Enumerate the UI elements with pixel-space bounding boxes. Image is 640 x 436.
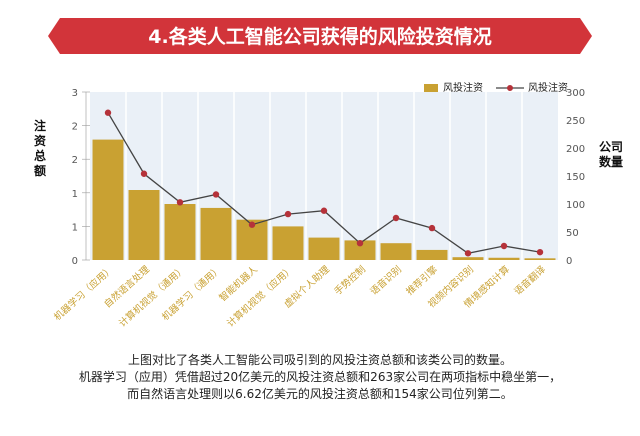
legend-bar-label: 风投注资 <box>443 81 483 94</box>
legend-line-label: 风投注资 <box>528 81 568 94</box>
legend: 风投注资 风投注资 <box>424 81 568 94</box>
left-tick-label: 3 <box>72 88 78 99</box>
line-point <box>500 242 508 250</box>
left-axis-title-char: 注 <box>34 118 46 133</box>
right-axis: 0 50 100 150 200 250 300 <box>566 88 585 267</box>
left-tick-label: 2 <box>72 122 78 133</box>
caption-line-2: 机器学习（应用）凭借超过20亿美元的风投注资总额和263家公司在两项指标中稳坐第… <box>78 370 562 384</box>
right-axis-title: 公司数量 <box>599 140 623 169</box>
caption-line-1: 上图对比了各类人工智能公司吸引到的风投注资总额和该类公司的数量。 <box>127 353 512 367</box>
line-series <box>104 109 544 257</box>
banner-title: 4.各类人工智能公司获得的风险投资情况 <box>148 25 491 48</box>
bar <box>380 243 412 260</box>
line-point <box>212 191 220 198</box>
x-tick-label: 语音翻译 <box>512 263 549 298</box>
line-point <box>392 214 400 222</box>
bar <box>488 257 520 260</box>
x-tick-label: 语音识别 <box>368 263 404 297</box>
left-tick-label: 1 <box>72 222 78 233</box>
bar <box>452 257 484 260</box>
line-point <box>104 109 112 116</box>
x-tick-label: 计算机视觉（通用） <box>116 263 188 329</box>
line-point <box>248 221 256 228</box>
bar <box>524 258 556 260</box>
bar <box>92 139 124 260</box>
bar <box>128 190 160 260</box>
x-tick-label: 机器学习（通用） <box>159 263 224 323</box>
bar <box>308 237 340 260</box>
column-dividers <box>125 92 523 260</box>
line-point <box>284 210 292 218</box>
left-axis: 0 1 1 2 2 3 <box>72 88 90 267</box>
x-axis-labels: 机器学习（应用）自然语言处理计算机视觉（通用）机器学习（通用）智能机器人计算机视… <box>51 263 548 329</box>
x-tick-label: 推荐引擎 <box>404 263 441 298</box>
bar <box>272 226 304 260</box>
bar-series <box>92 139 556 260</box>
line-point <box>356 240 364 247</box>
left-axis-title-char: 资 <box>34 133 46 148</box>
line-point <box>176 199 184 206</box>
line-point <box>464 250 472 257</box>
right-tick-label: 200 <box>566 144 585 155</box>
bar <box>416 249 448 260</box>
right-tick-label: 0 <box>566 256 572 267</box>
line-point <box>428 224 436 232</box>
line-point <box>536 248 544 256</box>
bar <box>200 207 232 260</box>
x-tick-label: 机器学习（应用） <box>51 263 116 323</box>
right-tick-label: 300 <box>566 88 585 99</box>
x-tick-label: 手势控制 <box>332 263 368 297</box>
line-point <box>320 207 328 214</box>
left-tick-label: 2 <box>72 155 78 166</box>
left-tick-label: 0 <box>72 256 78 267</box>
caption-line-3: 而自然语言处理则以6.62亿美元的风投注资总额和154家公司位列第二。 <box>127 387 513 401</box>
right-tick-label: 150 <box>566 172 585 183</box>
right-tick-label: 50 <box>566 228 579 239</box>
left-axis-title: 注资总额 <box>34 118 46 178</box>
x-tick-label: 计算机视觉（应用） <box>224 263 296 329</box>
bar <box>164 204 196 260</box>
right-tick-label: 250 <box>566 116 585 127</box>
left-axis-title-char: 总 <box>34 148 46 163</box>
legend-bar-swatch <box>424 84 438 92</box>
right-tick-label: 100 <box>566 200 585 211</box>
left-axis-title-char: 额 <box>34 163 46 178</box>
left-tick-label: 1 <box>72 189 78 200</box>
plot-area <box>90 92 558 260</box>
bar <box>344 240 376 260</box>
legend-line-marker <box>507 85 513 91</box>
line-point <box>140 170 148 177</box>
right-axis-title-line: 公司 <box>599 140 623 154</box>
right-axis-title-line: 数量 <box>599 154 623 169</box>
banner: 4.各类人工智能公司获得的风险投资情况 <box>48 18 592 54</box>
